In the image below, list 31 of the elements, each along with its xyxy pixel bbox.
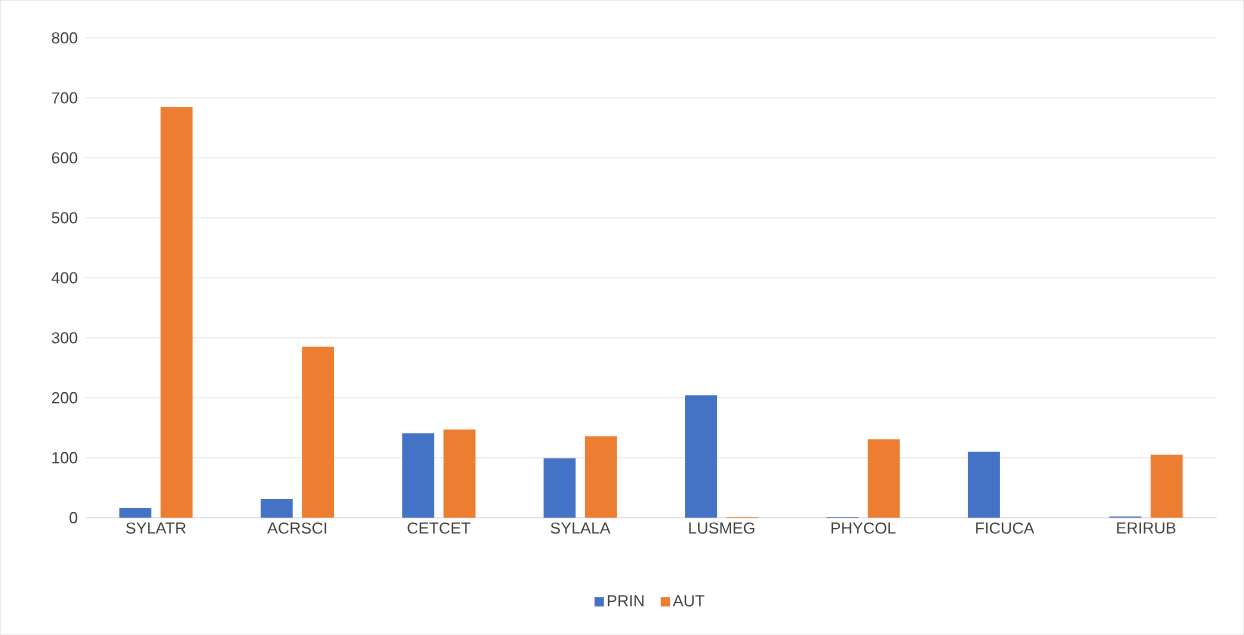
bar — [260, 498, 293, 518]
bar — [1150, 454, 1183, 518]
bar — [443, 429, 476, 518]
y-tick-label: 0 — [69, 511, 78, 524]
x-tick-label: FICUCA — [976, 522, 1035, 534]
y-tick-label: 400 — [51, 272, 78, 284]
x-tick-label: ACRSCI — [267, 522, 327, 534]
y-tick-label: 100 — [52, 451, 78, 464]
bar — [302, 346, 335, 518]
bar — [160, 106, 193, 518]
x-tick-label: ERIRUB — [1117, 522, 1176, 534]
y-tick-label: 500 — [51, 212, 78, 224]
y-tick-label: 200 — [51, 391, 78, 404]
bar — [967, 451, 1000, 518]
x-tick-label: LUSMEG — [689, 522, 755, 534]
y-tick-label: 800 — [51, 32, 78, 44]
bar — [402, 433, 435, 518]
y-tick-label: 600 — [52, 152, 78, 164]
x-tick-label: CETCET — [407, 522, 471, 534]
bar — [867, 439, 900, 518]
x-tick-label: PHYCOL — [831, 522, 896, 534]
y-tick-label: 700 — [52, 92, 78, 104]
y-tick-label: 300 — [51, 332, 78, 344]
x-tick-label: SYLALA — [550, 522, 611, 534]
bar — [543, 458, 576, 518]
bar — [119, 507, 152, 518]
bar — [685, 395, 718, 518]
bar — [584, 436, 617, 518]
legend-label: AUT — [672, 595, 705, 607]
x-tick-label: SYLATR — [126, 522, 186, 534]
legend-label: PRIN — [607, 595, 644, 607]
